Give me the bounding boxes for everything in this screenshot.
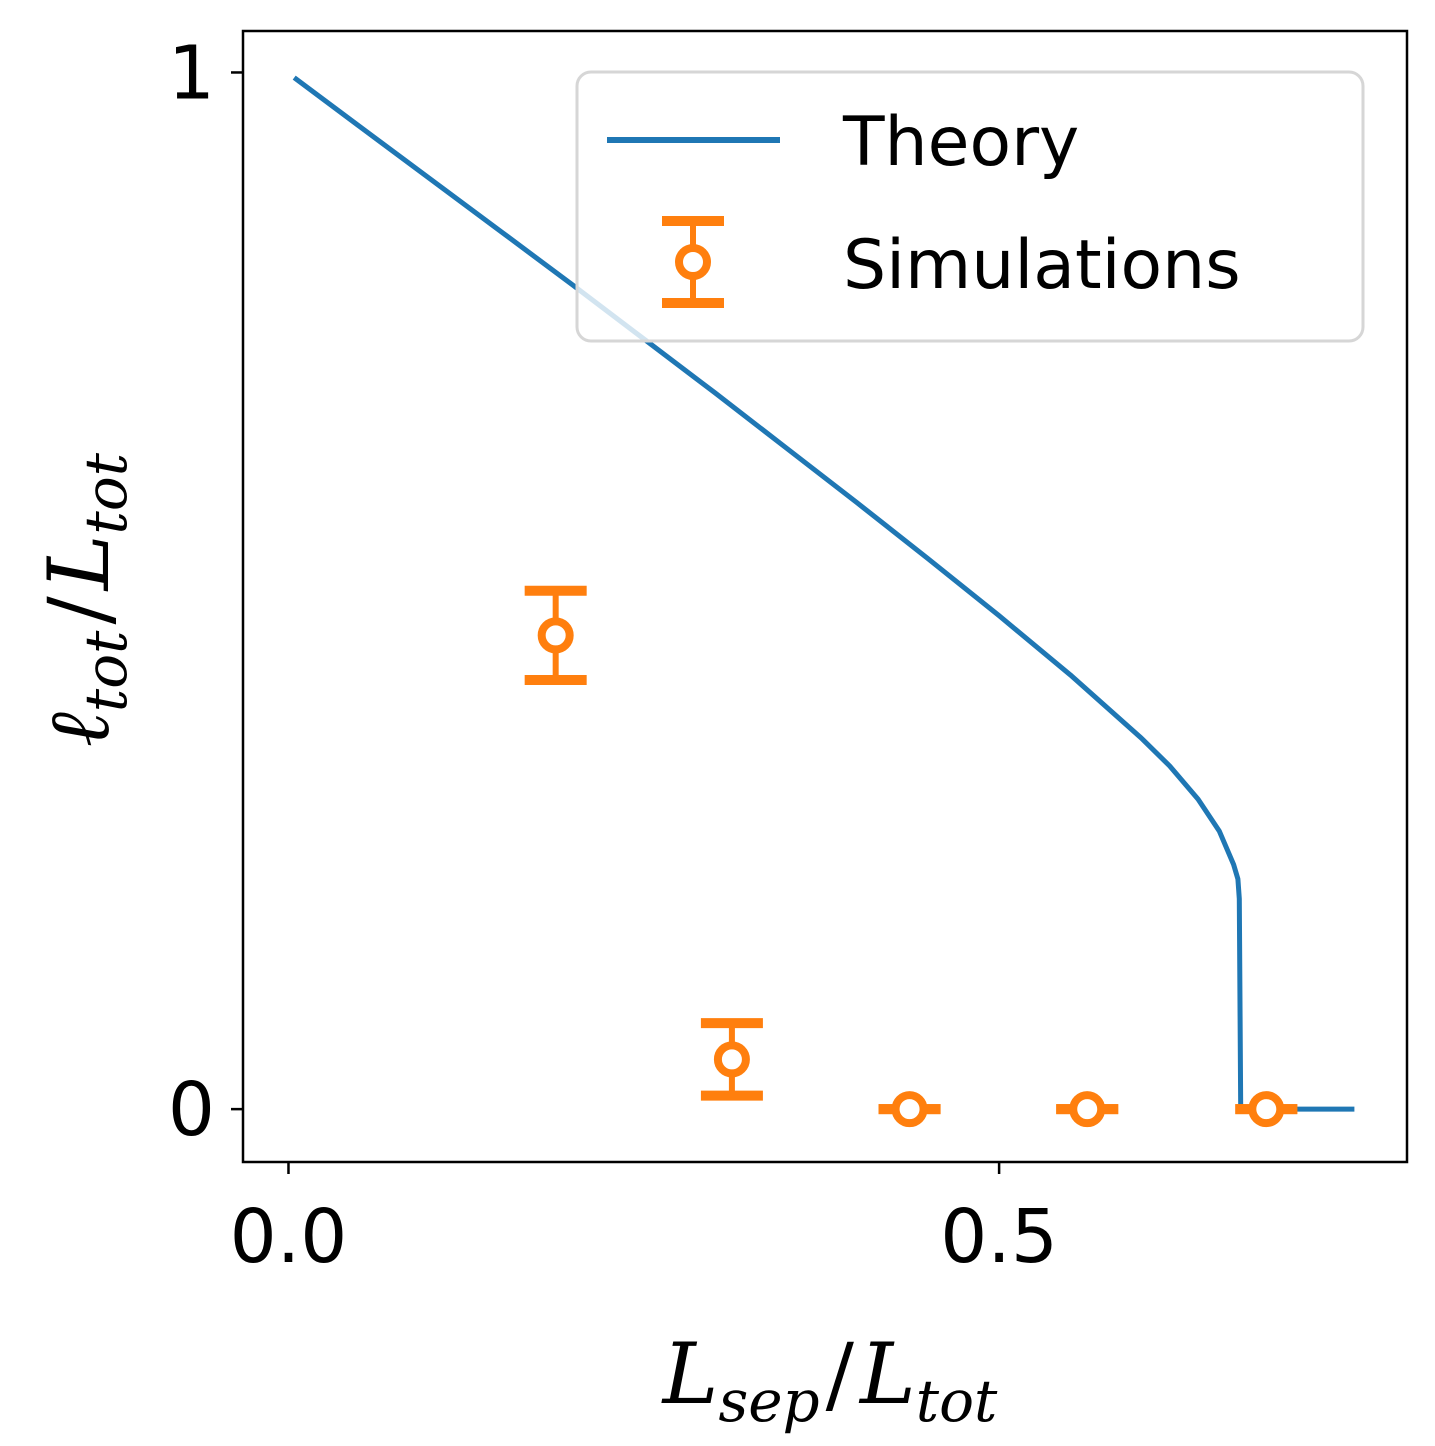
simulation-point: [1056, 1091, 1119, 1128]
y-axis-label: ℓtot/Ltot: [30, 452, 140, 747]
legend-theory-label: Theory: [842, 103, 1079, 182]
plot-area: [292, 75, 1355, 1128]
marker: [537, 617, 574, 654]
legend-simulations-swatch: [662, 216, 724, 308]
marker: [1248, 1091, 1285, 1128]
legend-simulations-label: Simulations: [843, 226, 1241, 305]
simulation-point: [878, 1091, 941, 1128]
x-tick-label: 0.0: [230, 1194, 348, 1280]
axis-ticks: 0.0 0.5 0 1: [168, 30, 1058, 1280]
x-tick-label: 0.5: [940, 1194, 1058, 1280]
simulation-point: [700, 1018, 763, 1101]
axes-frame: [241, 29, 1409, 1164]
y-tick-label: 1: [168, 30, 215, 116]
marker: [713, 1041, 750, 1078]
simulation-point: [1235, 1091, 1298, 1128]
y-tick-label: 0: [168, 1067, 215, 1153]
x-axis-label: Lsep/Ltot: [661, 1325, 998, 1435]
marker: [1069, 1091, 1106, 1128]
series-theory-line: [292, 75, 1355, 1112]
simulation-point: [524, 585, 587, 685]
marker: [891, 1091, 928, 1128]
legend: Theory Simulations: [575, 70, 1365, 343]
